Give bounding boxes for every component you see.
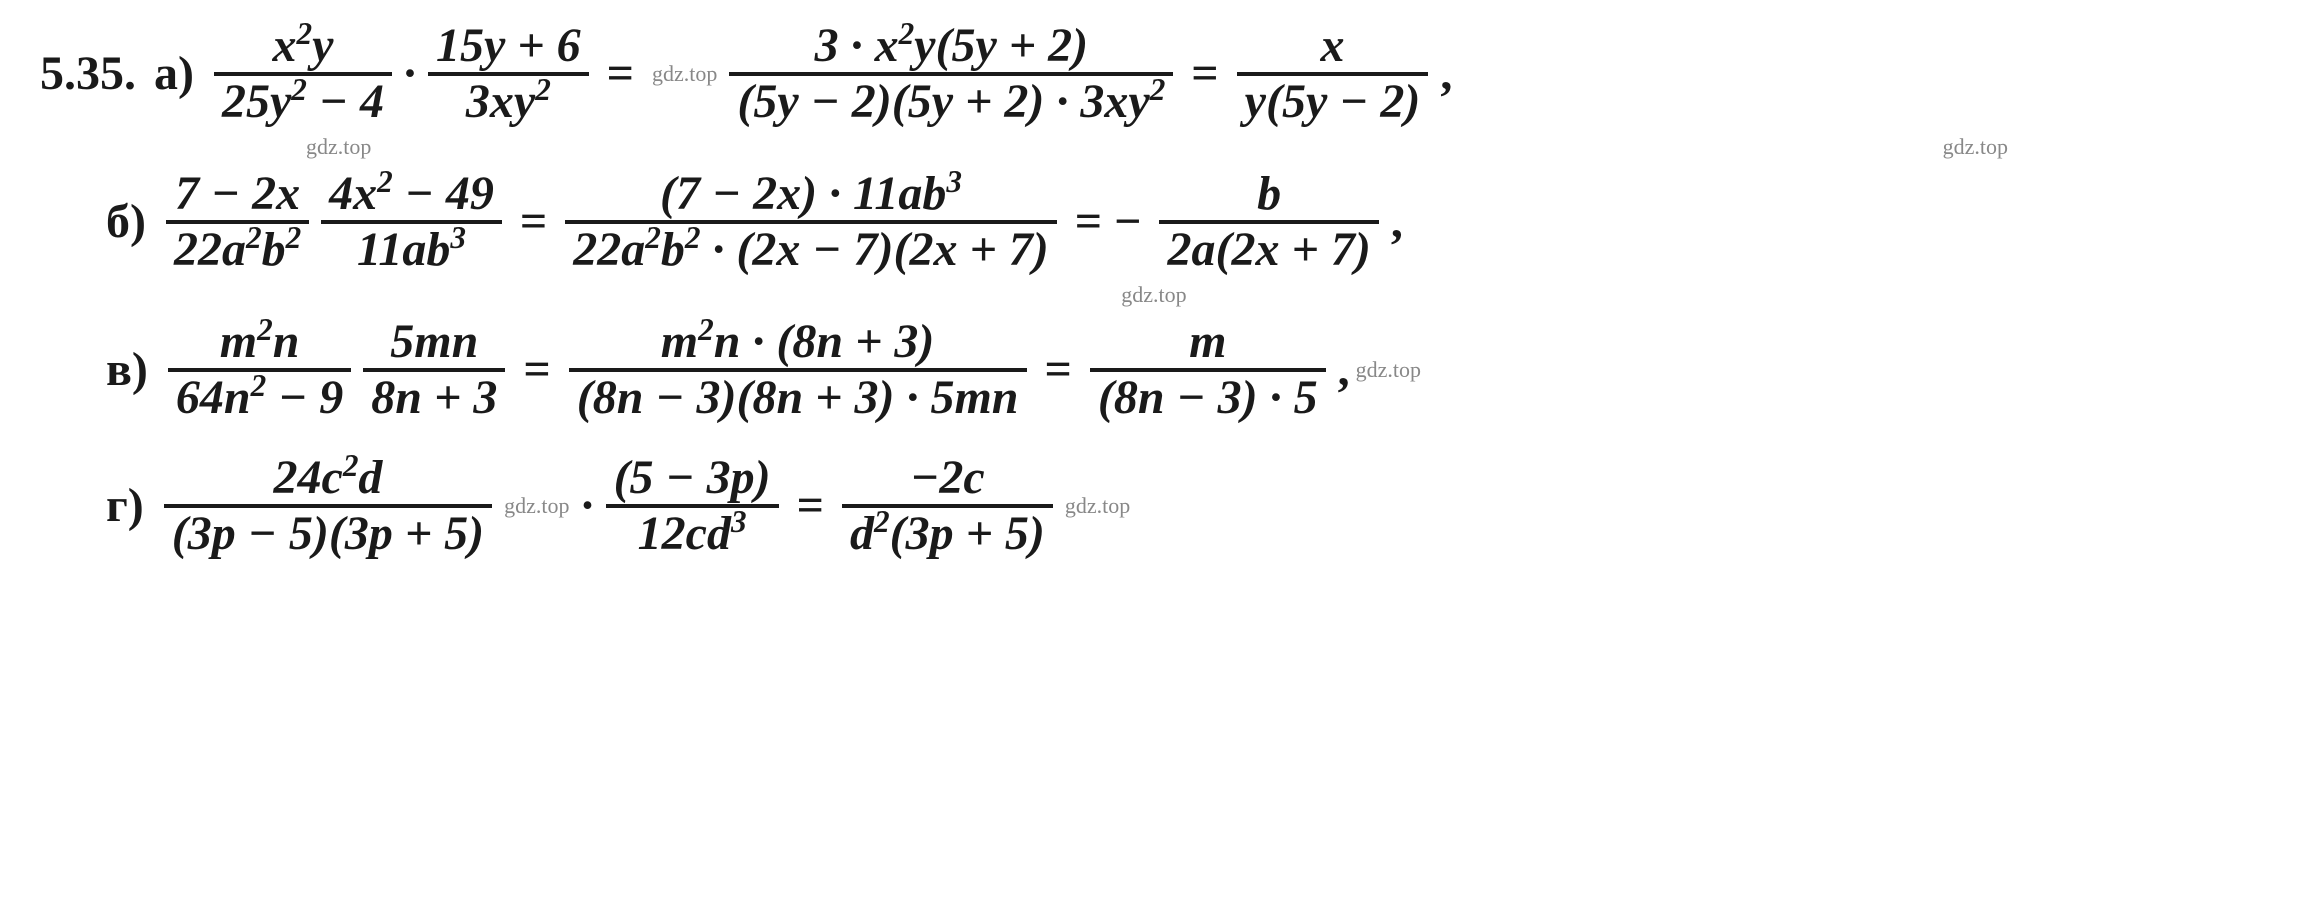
- eq: =: [523, 346, 550, 394]
- part-label-c: в): [106, 346, 148, 394]
- frac-c3: m2n · (8n + 3) (8n − 3)(8n + 3) · 5mn: [569, 316, 1027, 424]
- frac-d2-den: 12cd3: [630, 508, 755, 560]
- frac-d3-den: d2(3p + 5): [842, 508, 1053, 560]
- problem-number: 5.35.: [40, 50, 136, 98]
- eq: = −: [1075, 198, 1142, 246]
- eq: =: [520, 198, 547, 246]
- frac-c1-den: 64n2 − 9: [168, 372, 351, 424]
- watermark: gdz.top: [652, 63, 717, 85]
- frac-d2: (5 − 3p) 12cd3: [606, 452, 779, 560]
- frac-b1-num: 7 − 2x: [167, 168, 308, 220]
- frac-c1-num: m2n: [212, 316, 308, 368]
- frac-a1: x2y 25y2 − 4: [214, 20, 392, 128]
- eq: =: [1045, 346, 1072, 394]
- part-b: б) 7 − 2x 22a2b2 : 4x2 − 49 11ab3 = (7 −…: [40, 168, 2268, 276]
- part-label-d: г): [106, 482, 144, 530]
- trail: ,: [1440, 50, 1452, 98]
- frac-d3-num: −2c: [902, 452, 992, 504]
- frac-b3: (7 − 2x) · 11ab3 22a2b2 · (2x − 7)(2x + …: [565, 168, 1057, 276]
- part-c: в) m2n 64n2 − 9 : 5mn 8n + 3 = m2n · (8n…: [40, 316, 2268, 424]
- frac-c4-den: (8n − 3) · 5: [1090, 372, 1326, 424]
- frac-b3-num: (7 − 2x) · 11ab3: [652, 168, 970, 220]
- watermark: gdz.top: [306, 136, 371, 158]
- frac-c2: 5mn 8n + 3: [363, 316, 505, 424]
- frac-d1-num: 24c2d: [266, 452, 391, 504]
- frac-b2-den: 11ab3: [349, 224, 474, 276]
- frac-a2-num: 15y + 6: [428, 20, 589, 72]
- frac-a2: 15y + 6 3xy2: [428, 20, 589, 128]
- frac-a1-den: 25y2 − 4: [214, 76, 392, 128]
- frac-d1: 24c2d (3p − 5)(3p + 5): [164, 452, 492, 560]
- frac-b4-num: b: [1249, 168, 1289, 220]
- frac-d3: −2c d2(3p + 5): [842, 452, 1053, 560]
- watermark: gdz.top: [1943, 136, 2008, 158]
- frac-b4: b 2a(2x + 7): [1159, 168, 1378, 276]
- watermark: gdz.top: [1121, 284, 1186, 306]
- frac-a3-den: (5y − 2)(5y + 2) · 3xy2: [729, 76, 1173, 128]
- frac-a2-den: 3xy2: [458, 76, 559, 128]
- part-label-b: б): [106, 198, 146, 246]
- frac-c3-num: m2n · (8n + 3): [653, 316, 943, 368]
- eq: =: [1191, 50, 1218, 98]
- watermark: gdz.top: [1065, 495, 1130, 517]
- frac-b2: 4x2 − 49 11ab3: [321, 168, 502, 276]
- frac-a4: x y(5y − 2): [1237, 20, 1429, 128]
- watermark: gdz.top: [1356, 359, 1421, 381]
- watermark: gdz.top: [504, 495, 569, 517]
- part-a: 5.35. а) x2y 25y2 − 4 · 15y + 6 3xy2 = g…: [40, 20, 2268, 128]
- frac-c2-den: 8n + 3: [363, 372, 505, 424]
- frac-a3: 3 · x2y(5y + 2) (5y − 2)(5y + 2) · 3xy2: [729, 20, 1173, 128]
- part-label-a: а): [154, 50, 194, 98]
- frac-c4: m (8n − 3) · 5: [1090, 316, 1326, 424]
- frac-a3-num: 3 · x2y(5y + 2): [807, 20, 1097, 72]
- op-dot: ·: [580, 482, 596, 530]
- frac-c1: m2n 64n2 − 9: [168, 316, 351, 424]
- op-dot: ·: [402, 50, 418, 98]
- frac-b4-den: 2a(2x + 7): [1159, 224, 1378, 276]
- frac-d2-num: (5 − 3p): [606, 452, 779, 504]
- frac-b1-den: 22a2b2: [166, 224, 309, 276]
- trail: ,: [1391, 198, 1403, 246]
- frac-b2-num: 4x2 − 49: [321, 168, 502, 220]
- eq: =: [607, 50, 634, 98]
- trail: ,: [1338, 346, 1350, 394]
- frac-c4-num: m: [1181, 316, 1234, 368]
- frac-c3-den: (8n − 3)(8n + 3) · 5mn: [569, 372, 1027, 424]
- frac-b3-den: 22a2b2 · (2x − 7)(2x + 7): [565, 224, 1057, 276]
- frac-a1-num: x2y: [265, 20, 342, 72]
- frac-a4-den: y(5y − 2): [1237, 76, 1429, 128]
- part-d: г) 24c2d (3p − 5)(3p + 5) gdz.top · (5 −…: [40, 452, 2268, 560]
- frac-b1: 7 − 2x 22a2b2: [166, 168, 309, 276]
- frac-a4-num: x: [1312, 20, 1352, 72]
- eq: =: [797, 482, 824, 530]
- frac-d1-den: (3p − 5)(3p + 5): [164, 508, 492, 560]
- frac-c2-num: 5mn: [382, 316, 486, 368]
